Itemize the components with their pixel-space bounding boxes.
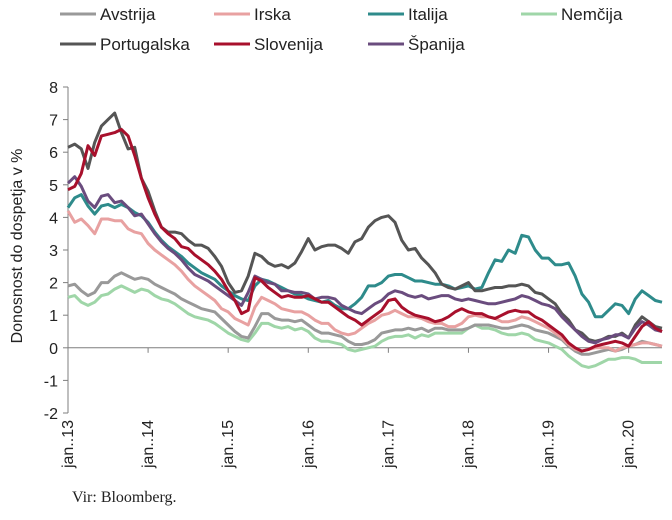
series-line-avstrija bbox=[67, 271, 663, 356]
y-tick-label: 7 bbox=[49, 113, 58, 130]
series-lines bbox=[66, 111, 663, 369]
y-tick-label: -2 bbox=[44, 406, 58, 423]
y-tick-label: 8 bbox=[49, 80, 58, 97]
y-tick-label: 1 bbox=[49, 308, 58, 325]
y-tick-label: 2 bbox=[49, 276, 58, 293]
series-line-portugalska bbox=[67, 111, 663, 343]
x-tick-label: jan..17 bbox=[380, 420, 397, 469]
x-tick-label: jan..14 bbox=[140, 420, 157, 469]
y-tick-label: 3 bbox=[49, 243, 58, 260]
legend-label-nemcija: Nemčija bbox=[561, 5, 623, 24]
y-tick-label: 5 bbox=[49, 178, 58, 195]
source-note: Vir: Bloomberg. bbox=[72, 489, 177, 506]
y-tick-label: -1 bbox=[44, 373, 58, 390]
x-tick-label: jan..18 bbox=[460, 420, 477, 469]
y-tick-label: 0 bbox=[49, 341, 58, 358]
series-line-nemcija bbox=[67, 284, 662, 369]
series-line-slovenija bbox=[67, 127, 663, 353]
y-tick-label: 4 bbox=[49, 210, 58, 227]
x-tick-label: jan..19 bbox=[541, 420, 558, 469]
series-line-spanija bbox=[66, 175, 663, 345]
x-tick-label: jan..15 bbox=[220, 420, 237, 469]
x-tick-label: jan..20 bbox=[621, 420, 638, 469]
legend-label-avstrija: Avstrija bbox=[100, 5, 156, 24]
x-tick-label: jan..16 bbox=[300, 420, 317, 469]
legend-label-irska: Irska bbox=[254, 5, 291, 24]
legend-label-portugalska: Portugalska bbox=[100, 35, 190, 54]
y-axis-label: Donosnost do dospetja v % bbox=[9, 149, 26, 344]
series-line-irska bbox=[66, 210, 663, 353]
legend: Avstrija Irska Italija Nemčija Portugalska Sl… bbox=[60, 5, 623, 54]
legend-label-slovenija: Slovenija bbox=[254, 35, 324, 54]
x-tick-label: jan..13 bbox=[60, 420, 77, 469]
y-tick-label: 6 bbox=[49, 145, 58, 162]
legend-label-italija: Italija bbox=[408, 5, 448, 24]
legend-label-spanija: Španija bbox=[408, 35, 465, 54]
